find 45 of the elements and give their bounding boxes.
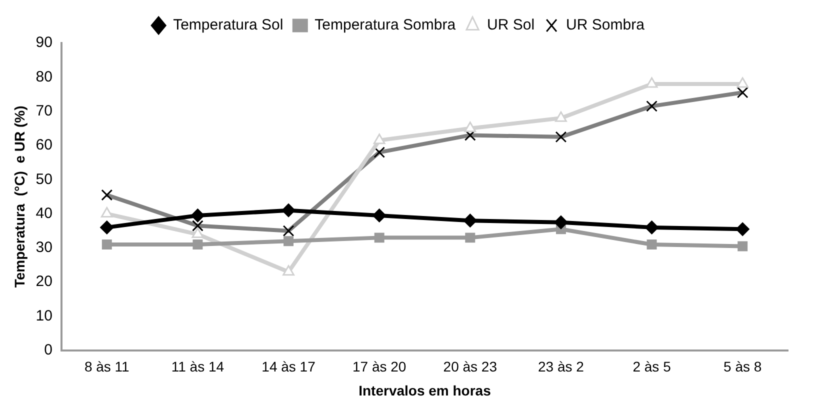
point (646, 77, 658, 88)
point (284, 236, 294, 246)
point (373, 134, 386, 144)
x-tick-label: 14 às 17 (262, 358, 316, 375)
point (465, 232, 476, 243)
point (100, 220, 114, 234)
y-tick-label: 60 (36, 136, 52, 154)
y-tick-label: 80 (36, 68, 52, 86)
x-tick-label: 2 às 5 (632, 358, 672, 375)
point (372, 208, 386, 222)
x-tick-label: 20 às 23 (443, 358, 498, 375)
y-tick-label: 0 (44, 342, 52, 359)
point (646, 240, 657, 250)
point (190, 208, 204, 222)
point (102, 240, 112, 250)
y-tick-label: 40 (36, 204, 52, 222)
point (555, 111, 567, 122)
x-tick-label: 11 às 14 (171, 358, 224, 375)
y-tick-label: 50 (36, 170, 52, 188)
point (192, 240, 203, 250)
x-tick-label: 23 às 2 (538, 358, 584, 375)
point (736, 77, 749, 88)
point (463, 214, 477, 228)
x-tick-label: 5 às 8 (724, 358, 762, 375)
point (738, 241, 748, 252)
point (645, 220, 659, 234)
x-tick-label: 17 às 20 (352, 358, 406, 375)
legend-label: UR Sol (487, 16, 535, 34)
point (282, 204, 296, 218)
y-tick-label: 30 (36, 239, 52, 256)
point (554, 216, 568, 230)
y-tick-label: 20 (36, 273, 52, 290)
y-tick-label: 70 (36, 102, 52, 120)
y-axis-title: Temperatura (°C) e UR (%) (11, 106, 28, 288)
legend-label: Temperatura Sombra (314, 16, 456, 34)
point (464, 122, 476, 132)
y-tick-label: 90 (36, 34, 52, 52)
x-axis-title: Intervalos em horas (358, 382, 492, 398)
point (736, 222, 750, 236)
legend-label: UR Sombra (566, 16, 646, 34)
x-tick-label: 8 às 11 (84, 358, 130, 375)
y-tick-label: 10 (36, 307, 52, 324)
point (374, 232, 384, 243)
point (100, 207, 113, 218)
legend-label: Temperatura Sol (173, 16, 284, 34)
